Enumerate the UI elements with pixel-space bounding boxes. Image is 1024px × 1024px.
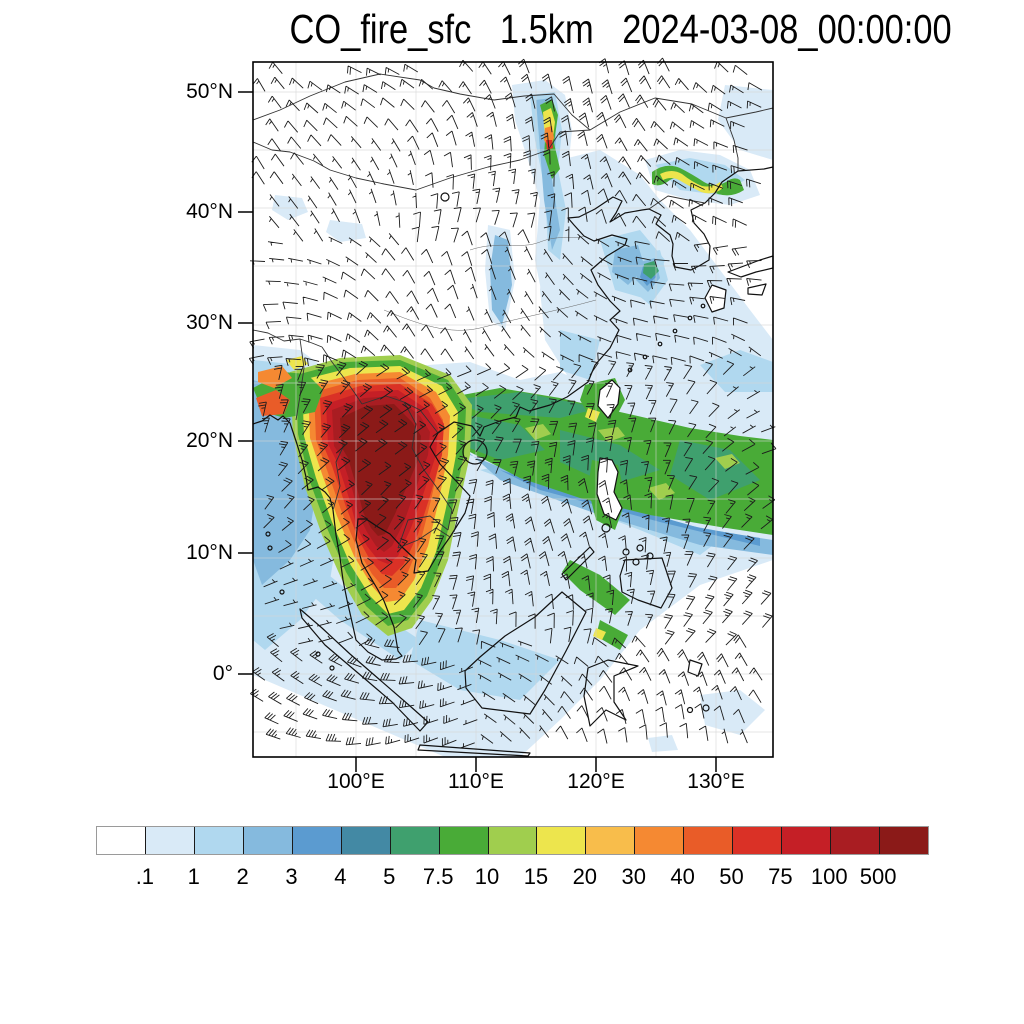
colorbar-level-label: 7.5 — [422, 864, 454, 889]
title-datetime: 2024-03-08_00:00:00 — [622, 6, 952, 52]
colorbar-cell — [292, 827, 342, 854]
colorbar-cell — [145, 827, 195, 854]
lat-tick-label: 30°N — [186, 311, 233, 334]
colorbar-level-label: 15 — [523, 864, 549, 889]
colorbar-level-label: 4 — [334, 864, 347, 889]
lon-tick-label: 110°E — [448, 770, 504, 793]
colorbar-level-label: 50 — [719, 864, 744, 889]
lat-tick-label: 20°N — [186, 429, 233, 452]
lon-tick-label: 120°E — [567, 770, 625, 793]
colorbar-level-label: 5 — [383, 864, 396, 889]
colorbar-level-label: .1 — [135, 864, 155, 889]
colorbar — [96, 826, 929, 855]
colorbar-level-label: 100 — [810, 864, 848, 889]
title-level: 1.5km — [499, 6, 594, 52]
colorbar-cell — [390, 827, 440, 854]
colorbar-cell — [488, 827, 538, 854]
colorbar-cell — [635, 827, 685, 854]
colorbar-level-label: 3 — [285, 864, 298, 889]
colorbar-level-label: 20 — [572, 864, 598, 889]
colorbar-cell — [243, 827, 293, 854]
colorbar-level-label: 500 — [859, 864, 897, 889]
lon-tick-label: 100°E — [327, 770, 385, 793]
colorbar-cell — [341, 827, 391, 854]
axis-ticks — [238, 91, 717, 772]
colorbar-cell — [831, 827, 880, 854]
colorbar-cell — [439, 827, 489, 854]
title-variable: CO_fire_sfc — [289, 6, 472, 52]
colorbar-cell — [586, 827, 636, 854]
colorbar-cell — [537, 827, 587, 854]
colorbar-cell — [782, 827, 832, 854]
lat-tick-label: 50°N — [186, 80, 233, 103]
colorbar-level-label: 75 — [768, 864, 793, 889]
colorbar-level-label: 10 — [474, 864, 500, 889]
coastlines — [252, 166, 774, 757]
map-frame — [252, 61, 774, 758]
colorbar-cell — [880, 827, 928, 854]
lat-tick-label: 0° — [212, 662, 233, 685]
contour-fills — [253, 80, 773, 757]
colorbar-level-label: 2 — [236, 864, 249, 889]
lat-tick-label: 40°N — [186, 200, 233, 223]
lat-tick-label: 10°N — [186, 541, 233, 564]
wind-barb-lines — [248, 57, 777, 749]
colorbar-level-label: 30 — [621, 864, 646, 889]
colorbar-cell — [194, 827, 244, 854]
colorbar-level-label: 40 — [670, 864, 695, 889]
wind-barbs — [248, 57, 777, 749]
colorbar-cell — [684, 827, 734, 854]
colorbar-level-label: 1 — [187, 864, 200, 889]
plot-title: CO_fire_sfc 1.5km 2024-03-08_00:00:00 — [289, 6, 952, 53]
colorbar-cell — [733, 827, 783, 854]
colorbar-cell — [97, 827, 146, 854]
lon-tick-label: 130°E — [687, 770, 745, 793]
